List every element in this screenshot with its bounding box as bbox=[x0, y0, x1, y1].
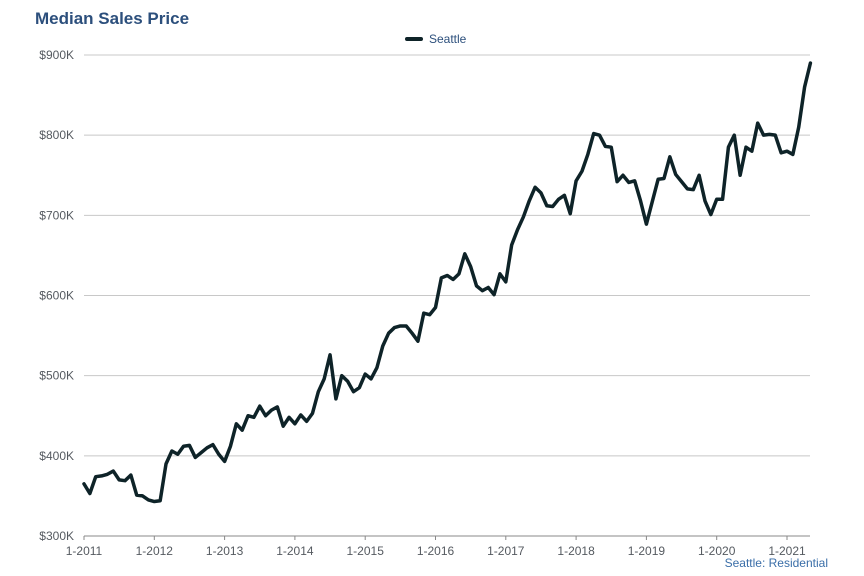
chart-title: Median Sales Price bbox=[35, 9, 190, 28]
x-tick-label: 1-2011 bbox=[66, 544, 103, 558]
y-tick-label: $800K bbox=[39, 128, 74, 142]
y-tick-label: $300K bbox=[39, 529, 74, 543]
y-tick-label: $700K bbox=[39, 208, 74, 222]
y-tick-label: $400K bbox=[39, 449, 74, 463]
x-tick-label: 1-2013 bbox=[206, 544, 244, 558]
x-tick-label: 1-2020 bbox=[698, 544, 736, 558]
x-tick-label: 1-2021 bbox=[768, 544, 806, 558]
x-tick-label: 1-2019 bbox=[628, 544, 666, 558]
x-tick-label: 1-2015 bbox=[347, 544, 385, 558]
y-tick-label: $600K bbox=[39, 289, 74, 303]
y-tick-label: $500K bbox=[39, 369, 74, 383]
legend-swatch bbox=[405, 37, 423, 41]
x-tick-label: 1-2017 bbox=[487, 544, 525, 558]
series-line-seattle bbox=[82, 61, 813, 504]
x-tick-label: 1-2016 bbox=[417, 544, 455, 558]
legend: Seattle bbox=[405, 32, 466, 46]
x-tick-label: 1-2014 bbox=[276, 544, 314, 558]
chart-footnote: Seattle: Residential bbox=[724, 556, 828, 570]
legend-label-seattle: Seattle bbox=[429, 32, 467, 46]
x-tick-label: 1-2018 bbox=[557, 544, 595, 558]
y-tick-label: $900K bbox=[39, 48, 74, 62]
x-tick-label: 1-2012 bbox=[136, 544, 174, 558]
